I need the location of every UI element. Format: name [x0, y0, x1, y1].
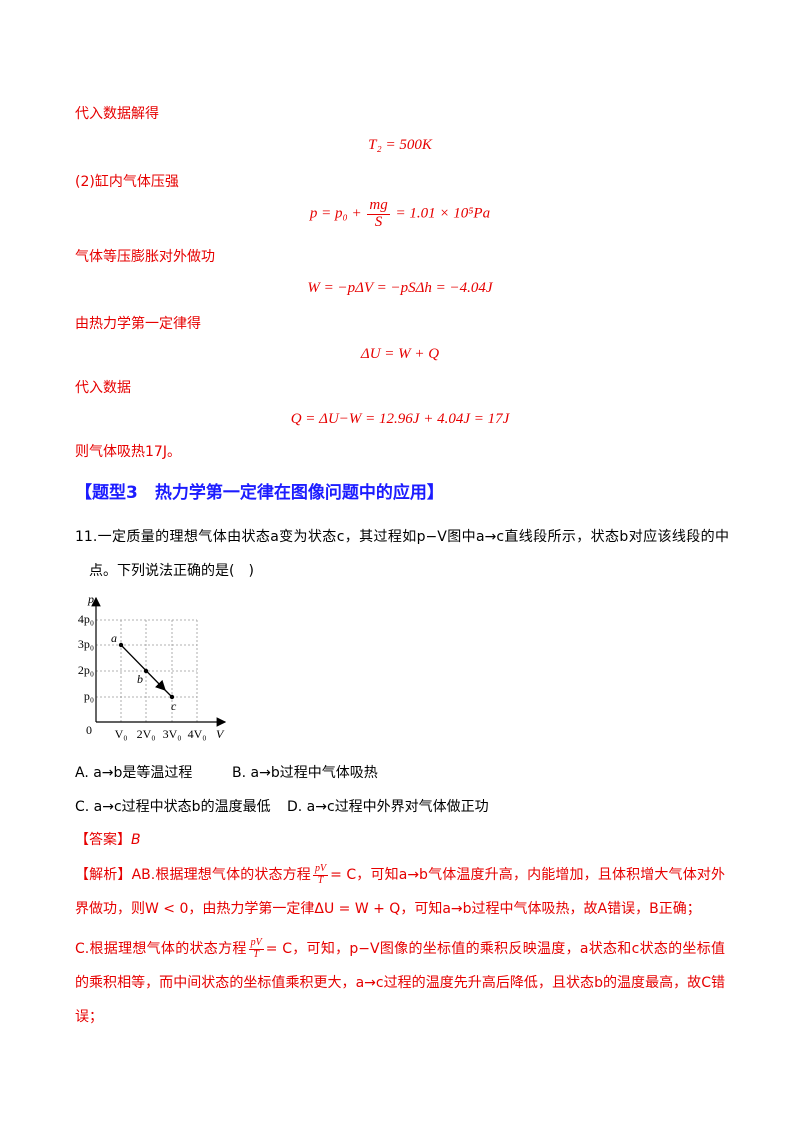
- analysis-paragraph: C.根据理想气体的状态方程 pV T = C，可知，p−V图像的坐标值的乘积反映温度，…: [75, 932, 725, 1034]
- x-label: 3V₀: [163, 727, 182, 741]
- state-point: [169, 694, 175, 700]
- y-label: 3p₀: [78, 637, 94, 651]
- grid: [96, 619, 198, 722]
- eq-part: = 1.01 × 10⁵Pa: [395, 205, 491, 222]
- fraction: pV T: [312, 863, 329, 886]
- numerator: mg: [367, 197, 390, 215]
- equation: ΔU = W + Q: [360, 346, 440, 362]
- text-line: 代入数据: [75, 380, 131, 396]
- text: C.根据理想气体的状态方程: [75, 941, 247, 957]
- option: C. a→c过程中状态b的温度最低: [75, 799, 271, 815]
- question-stem: 11.一定质量的理想气体由状态a变为状态c，其过程如p−V图中a→c直线段所示，…: [75, 529, 729, 579]
- point-label: c: [171, 699, 177, 713]
- point-label: a: [111, 631, 117, 645]
- equation: Q = ΔU−W = 12.96J + 4.04J = 17J: [290, 411, 510, 427]
- y-label: 2p₀: [78, 663, 94, 677]
- text: = C，可知a→b气体温度升高，内能增加，且体积增大气体对外界做功，则W < 0…: [75, 867, 725, 917]
- pv-diagram: p V 0 4p₀ 3p₀ 2p₀ p₀ V₀ 2V₀ 3V₀ 4V₀ a b …: [78, 592, 227, 741]
- answer-label: 【答案】: [75, 832, 131, 848]
- origin-label: 0: [86, 723, 92, 737]
- text-line: 气体等压膨胀对外做功: [75, 249, 215, 265]
- equation: T₂ = 500K: [368, 137, 432, 153]
- process-line: [120, 644, 166, 691]
- numerator: pV: [248, 937, 264, 950]
- x-label: 2V₀: [137, 727, 156, 741]
- text: = C，可知，p−V图像的坐标值的乘积反映温度，a状态和c状态的坐标值的乘积相等…: [75, 941, 725, 1025]
- text-line: (2)缸内气体压强: [75, 174, 179, 190]
- equation: W = −pΔV = −pSΔh = −4.04J: [307, 280, 493, 296]
- state-point: [118, 642, 124, 648]
- text-line: 由热力学第一定律得: [75, 316, 201, 332]
- equation: p = p₀ + mg S = 1.01 × 10⁵Pa: [0, 197, 800, 231]
- text-line: 代入数据解得: [75, 106, 159, 122]
- denominator: S: [374, 213, 383, 230]
- fraction: pV T: [248, 937, 264, 960]
- option: A. a→b是等温过程: [75, 765, 193, 781]
- answer: 【答案】B: [75, 829, 141, 849]
- state-point: [143, 668, 149, 674]
- y-label: p₀: [84, 689, 94, 703]
- denominator: T: [253, 948, 259, 960]
- section-heading: 【题型3 热力学第一定律在图像问题中的应用】: [75, 483, 444, 503]
- axis-label: p: [87, 592, 94, 606]
- numerator: pV: [312, 863, 329, 876]
- analysis-paragraph: 【解析】AB.根据理想气体的状态方程 pV T = C，可知a→b气体温度升高，内能增…: [75, 858, 725, 926]
- denominator: T: [317, 874, 324, 886]
- option: D. a→c过程中外界对气体做正功: [287, 799, 489, 815]
- x-label: V₀: [115, 727, 128, 741]
- eq-part: p = p₀ +: [309, 205, 362, 222]
- answer-value: B: [131, 832, 141, 848]
- x-label: 4V₀: [188, 727, 207, 741]
- text-line: 则气体吸热17J。: [75, 444, 181, 460]
- y-label: 4p₀: [78, 612, 94, 626]
- axis-label: V: [216, 727, 225, 741]
- text: 【解析】AB.根据理想气体的状态方程: [75, 867, 311, 883]
- point-label: b: [137, 672, 143, 686]
- fraction: mg S: [367, 197, 390, 231]
- option: B. a→b过程中气体吸热: [232, 765, 378, 781]
